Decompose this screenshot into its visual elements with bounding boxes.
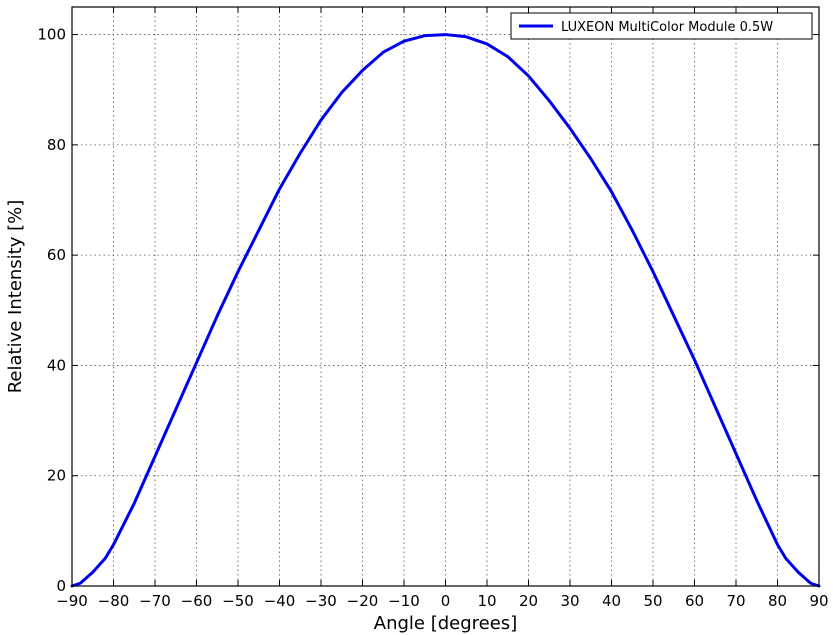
x-tick-label: −20: [347, 592, 379, 610]
ticks: −90 −80 −70 −60 −50 −40 −30 −20 −10 0 10 20 30 40 50 60…: [37, 7, 829, 610]
x-tick-label: 20: [519, 592, 538, 610]
series-layer: [70, 33, 821, 588]
x-tick-label: 90: [809, 592, 828, 610]
y-tick-label: 40: [47, 356, 66, 374]
legend-label: LUXEON MultiColor Module 0.5W: [561, 20, 773, 35]
y-axis-label: Relative Intensity [%]: [5, 200, 26, 394]
y-tick-label: 20: [47, 467, 66, 485]
y-tick-label: 60: [47, 246, 66, 264]
x-tick-label: −40: [264, 592, 296, 610]
x-tick-label: −90: [56, 592, 88, 610]
x-tick-label: 80: [768, 592, 787, 610]
y-tick-label: 0: [56, 577, 66, 595]
x-tick-label: −70: [139, 592, 171, 610]
x-tick-label: 60: [685, 592, 704, 610]
x-tick-label: 0: [441, 592, 451, 610]
series-line: [70, 33, 821, 588]
x-tick-label: 30: [560, 592, 579, 610]
legend: LUXEON MultiColor Module 0.5W: [510, 12, 813, 40]
legend-box: [510, 12, 813, 40]
x-tick-label: −30: [305, 592, 337, 610]
x-tick-label: 10: [477, 592, 496, 610]
x-tick-label: −50: [222, 592, 254, 610]
grid: [72, 7, 819, 586]
x-tick-label: −10: [388, 592, 420, 610]
y-tick-label: 80: [47, 136, 66, 154]
x-tick-label: −60: [181, 592, 213, 610]
x-tick-label: 70: [726, 592, 745, 610]
x-tick-label: 40: [602, 592, 621, 610]
x-tick-label: −80: [98, 592, 130, 610]
x-axis-label: Angle [degrees]: [374, 613, 517, 634]
x-tick-label: 50: [643, 592, 662, 610]
y-tick-label: 100: [37, 26, 66, 44]
